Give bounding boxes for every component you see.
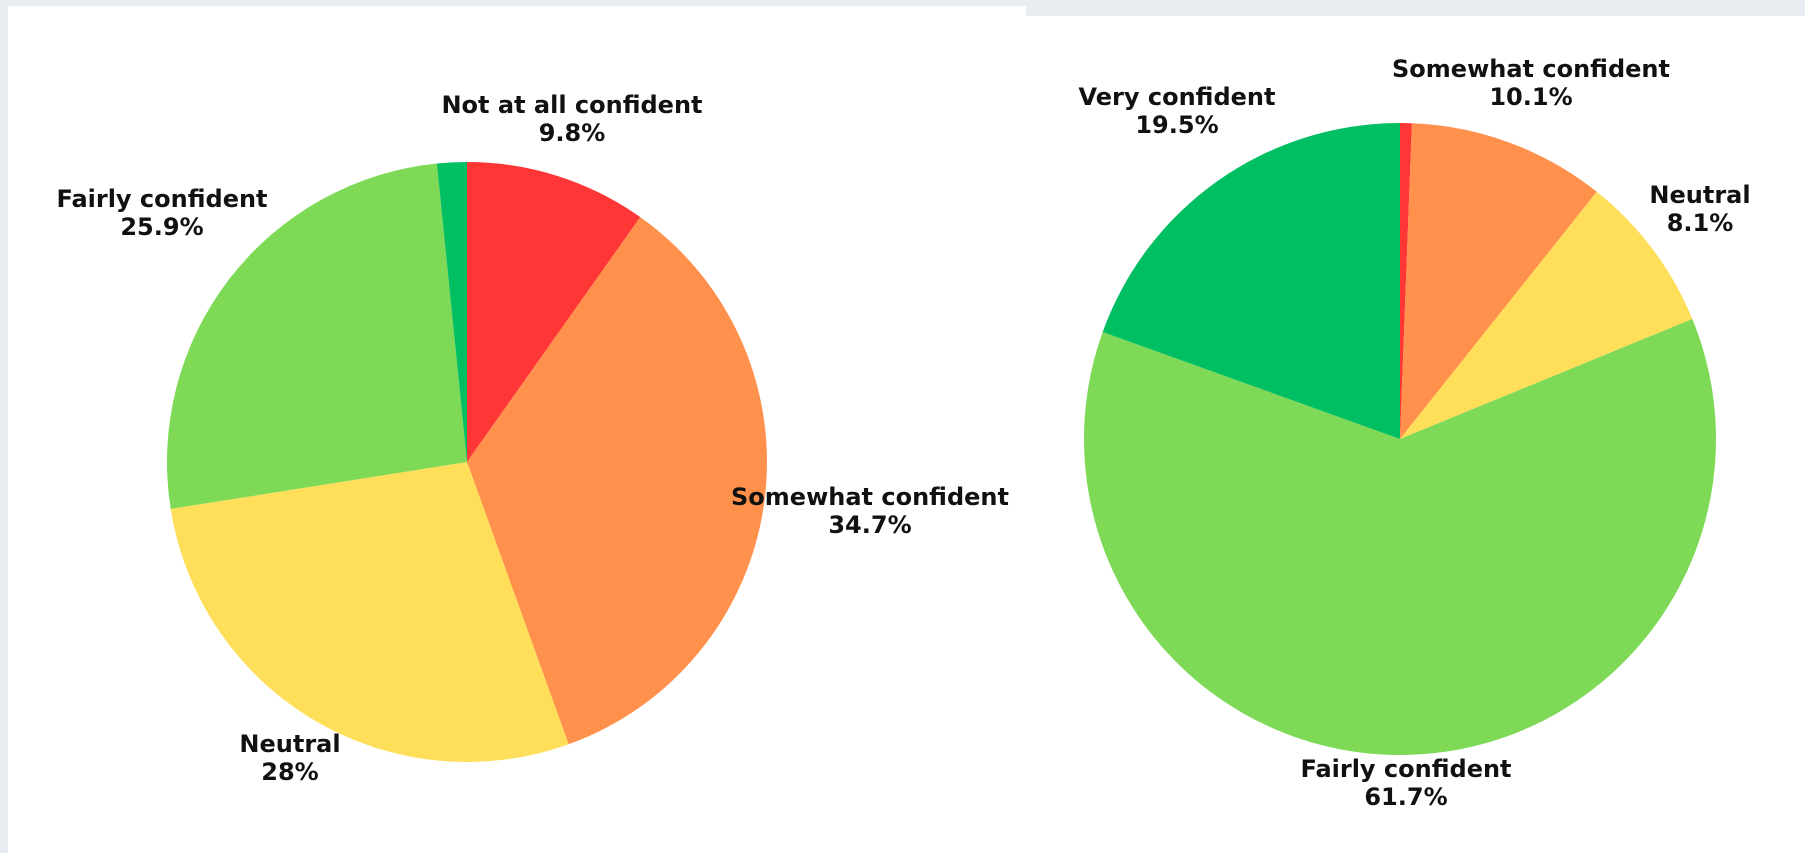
slice-label-fairly-confident: Fairly confident bbox=[1300, 755, 1511, 783]
pie-slice-somewhat-confident bbox=[1400, 123, 1597, 439]
slice-value-neutral: 8.1% bbox=[1667, 209, 1734, 237]
slice-value-very-confident: 19.5% bbox=[1135, 111, 1218, 139]
pie-slice-fairly-confident bbox=[1083, 318, 1716, 756]
pie-slice-neutral bbox=[1400, 191, 1693, 439]
pie-slice-slice-4 bbox=[436, 162, 467, 462]
pie-slice-very-confident bbox=[1102, 123, 1400, 439]
slice-label-somewhat-confident: Somewhat confident bbox=[731, 483, 1009, 511]
slice-value-somewhat-confident: 10.1% bbox=[1489, 83, 1572, 111]
pie-slice-neutral bbox=[170, 462, 569, 762]
slice-value-not-at-all-confident: 9.8% bbox=[539, 119, 606, 147]
slice-value-fairly-confident: 61.7% bbox=[1364, 783, 1447, 811]
pie-slice-somewhat-confident bbox=[467, 217, 767, 745]
slice-label-very-confident: Very confident bbox=[1079, 83, 1276, 111]
pie-slice-slice-0 bbox=[1400, 122, 1412, 439]
pie-slice-fairly-confident bbox=[166, 163, 468, 509]
slice-label-somewhat-confident: Somewhat confident bbox=[1392, 55, 1670, 83]
slice-value-somewhat-confident: 34.7% bbox=[828, 511, 911, 539]
slice-value-fairly-confident: 25.9% bbox=[120, 213, 203, 241]
slice-label-neutral: Neutral bbox=[1649, 181, 1750, 209]
slice-label-neutral: Neutral bbox=[239, 730, 340, 758]
slice-value-neutral: 28% bbox=[261, 758, 318, 786]
pie-slice-not-at-all-confident bbox=[467, 162, 641, 462]
slice-label-not-at-all-confident: Not at all confident bbox=[441, 91, 702, 119]
slice-label-fairly-confident: Fairly confident bbox=[56, 185, 267, 213]
